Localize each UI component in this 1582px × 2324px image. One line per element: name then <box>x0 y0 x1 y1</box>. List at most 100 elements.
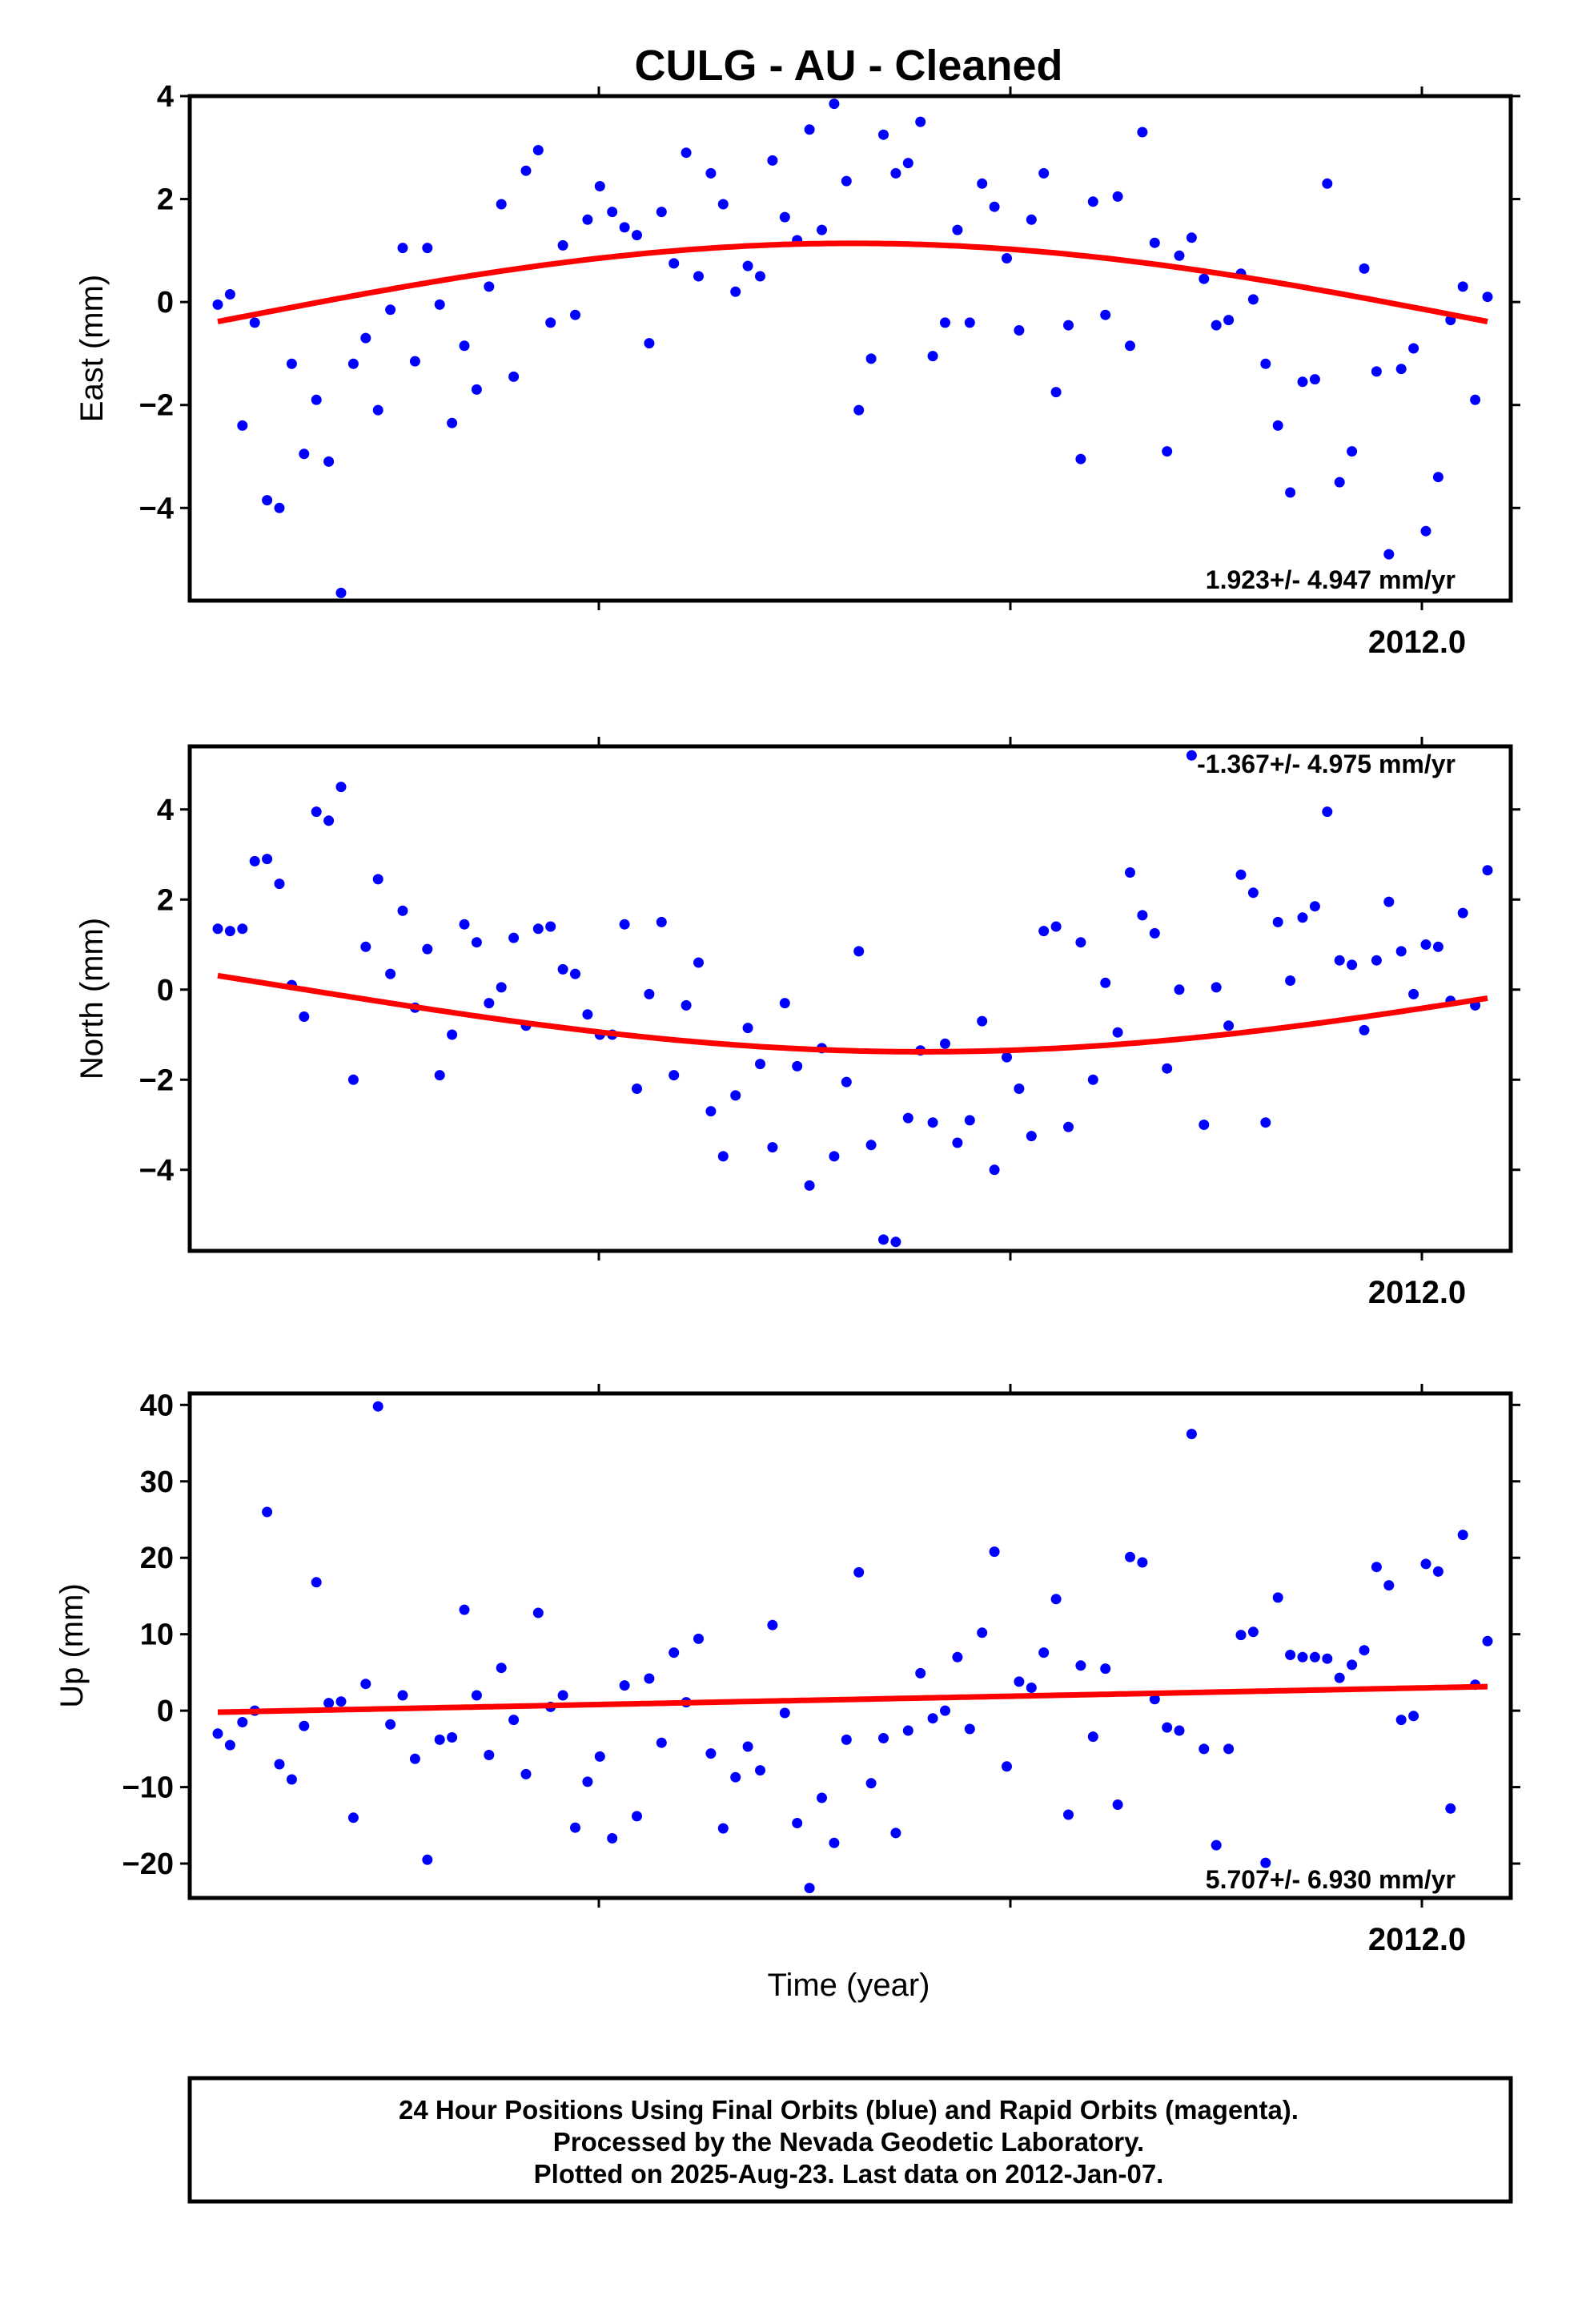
data-point-east <box>570 309 580 320</box>
chart-title: CULG - AU - Cleaned <box>634 42 1062 90</box>
data-point-north <box>249 855 260 866</box>
data-point-east <box>705 167 717 179</box>
data-point-north <box>890 1236 901 1248</box>
data-point-up <box>1322 1653 1333 1664</box>
data-point-north <box>545 921 556 932</box>
data-point-north <box>1026 1131 1037 1142</box>
y-tick-label-up: −10 <box>122 1771 174 1805</box>
data-point-up <box>1038 1647 1050 1659</box>
data-point-north <box>1359 1024 1370 1035</box>
data-point-up <box>557 1690 568 1701</box>
data-point-north <box>644 988 655 999</box>
data-point-up <box>237 1717 248 1727</box>
data-point-north <box>779 998 790 1009</box>
data-point-east <box>1482 292 1493 303</box>
data-point-up <box>508 1715 520 1726</box>
data-point-east <box>1334 476 1345 488</box>
data-point-north <box>1075 937 1086 948</box>
data-point-east <box>742 260 753 271</box>
data-point-up <box>940 1705 950 1716</box>
data-point-north <box>459 919 470 930</box>
y-tick-label-up: 40 <box>140 1389 174 1422</box>
data-point-east <box>1247 294 1259 305</box>
data-point-east <box>755 271 765 282</box>
data-point-up <box>705 1748 717 1759</box>
data-point-east <box>927 351 938 362</box>
data-point-up <box>693 1633 704 1644</box>
data-point-east <box>693 271 704 282</box>
data-point-north <box>952 1137 963 1148</box>
data-point-north <box>447 1029 458 1040</box>
data-point-north <box>902 1112 913 1124</box>
data-point-up <box>1408 1711 1419 1722</box>
data-point-east <box>644 338 655 349</box>
data-point-up <box>594 1751 605 1762</box>
data-point-east <box>1272 420 1283 431</box>
y-axis-label-east: East (mm) <box>74 275 110 422</box>
data-point-up <box>459 1604 470 1615</box>
data-point-up <box>1359 1645 1370 1656</box>
data-point-north <box>1125 867 1135 878</box>
data-point-east <box>977 178 988 189</box>
data-point-up <box>853 1566 865 1578</box>
data-point-east <box>1395 364 1407 375</box>
data-point-east <box>878 129 889 140</box>
data-point-east <box>224 289 235 300</box>
data-point-up <box>347 1812 359 1823</box>
data-point-north <box>471 937 482 948</box>
footer-line-3: Plotted on 2025-Aug-23. Last data on 201… <box>534 2159 1164 2189</box>
data-point-east <box>1112 191 1123 202</box>
data-point-east <box>323 456 335 467</box>
data-point-up <box>1149 1694 1160 1705</box>
data-point-east <box>471 384 482 395</box>
data-point-up <box>619 1680 630 1691</box>
data-point-north <box>669 1070 680 1081</box>
data-point-east <box>1100 309 1111 320</box>
data-point-up <box>570 1822 580 1833</box>
data-point-up <box>1014 1676 1025 1687</box>
y-tick-label-up: −20 <box>122 1848 174 1881</box>
data-point-east <box>1432 472 1443 483</box>
data-point-up <box>1371 1562 1382 1573</box>
data-point-up <box>717 1823 729 1834</box>
data-point-east <box>1125 340 1135 352</box>
data-point-east <box>915 116 926 127</box>
data-point-north <box>422 943 433 955</box>
data-point-north <box>927 1117 938 1128</box>
data-point-up <box>829 1837 840 1848</box>
data-point-north <box>1309 901 1320 912</box>
data-point-up <box>865 1778 877 1789</box>
data-point-up <box>311 1577 322 1588</box>
data-point-north <box>853 946 865 957</box>
data-point-east <box>1014 325 1025 336</box>
data-point-east <box>1002 253 1012 263</box>
data-point-north <box>434 1070 445 1081</box>
rate-label-up: 5.707+/- 6.930 mm/yr <box>1206 1865 1456 1894</box>
data-point-east <box>484 281 495 292</box>
data-point-east <box>1285 487 1296 498</box>
data-point-up <box>767 1619 778 1630</box>
data-point-north <box>1247 887 1259 899</box>
data-point-up <box>212 1728 223 1739</box>
data-point-north <box>1347 959 1358 971</box>
data-point-north <box>1112 1027 1123 1038</box>
data-point-east <box>532 145 544 155</box>
data-point-east <box>865 353 877 364</box>
y-axis-label-up: Up (mm) <box>54 1583 90 1708</box>
data-point-north <box>878 1234 889 1245</box>
data-point-up <box>1223 1743 1235 1755</box>
data-point-north <box>792 1060 803 1072</box>
data-point-up <box>1285 1650 1296 1660</box>
data-point-up <box>496 1663 507 1674</box>
data-point-east <box>274 502 285 513</box>
data-point-up <box>385 1719 396 1730</box>
data-point-east <box>582 214 593 225</box>
panel-north: −4 −2 0 2 4 North (mm) -1.367+/- 4.975 mm/yr… <box>74 737 1520 1310</box>
data-point-up <box>1075 1660 1086 1671</box>
data-point-north <box>1395 946 1407 957</box>
data-point-north <box>1432 941 1443 952</box>
data-point-east <box>656 207 667 218</box>
data-point-east <box>841 175 852 187</box>
data-points-north <box>212 750 1493 1248</box>
data-point-north <box>299 1011 310 1022</box>
